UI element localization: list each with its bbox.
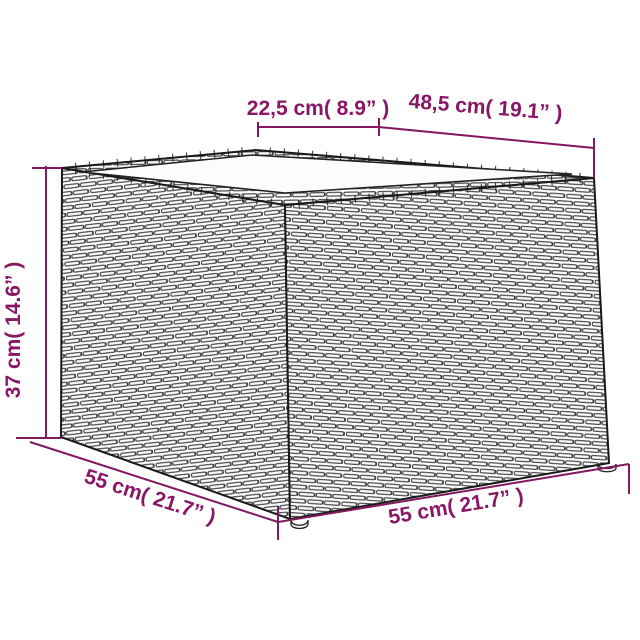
- svg-text:22,5 cm( 8.9” ): 22,5 cm( 8.9” ): [247, 97, 389, 120]
- svg-text:37 cm( 14.6” ): 37 cm( 14.6” ): [2, 262, 25, 399]
